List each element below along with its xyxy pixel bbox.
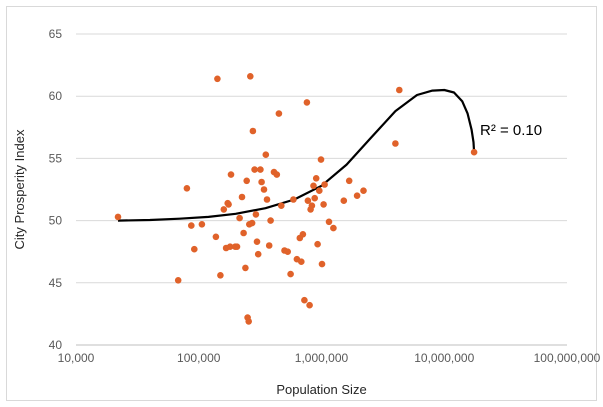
data-point [214, 76, 221, 83]
y-tick-label: 60 [49, 89, 63, 103]
data-point [184, 185, 191, 192]
data-point [321, 181, 328, 188]
data-point [301, 297, 308, 304]
data-point [392, 140, 399, 147]
x-tick-label: 1,000,000 [295, 351, 349, 365]
x-axis-title: Population Size [276, 382, 366, 397]
y-tick-label: 45 [49, 276, 63, 290]
data-point [242, 265, 249, 272]
data-point [471, 149, 478, 156]
data-point [314, 241, 321, 248]
data-point [258, 179, 265, 186]
x-tick-label: 10,000 [58, 351, 95, 365]
y-tick-label: 65 [49, 27, 63, 41]
data-point [274, 171, 281, 178]
data-point [255, 251, 262, 258]
y-axis-title: City Prosperity Index [12, 129, 27, 249]
data-point [341, 197, 348, 204]
data-point [360, 187, 367, 194]
data-point [254, 238, 261, 245]
data-point [250, 128, 257, 135]
data-point [300, 231, 307, 238]
data-point [247, 73, 254, 80]
data-point [278, 202, 285, 209]
data-point [236, 215, 243, 222]
data-point [266, 242, 273, 249]
r-squared-annotation: R² = 0.10 [480, 122, 542, 139]
data-point [115, 214, 122, 221]
x-tick-label: 100,000,000 [534, 351, 601, 365]
data-point [287, 271, 294, 278]
data-point [290, 196, 297, 203]
data-point [316, 187, 323, 194]
x-axis-ticks: 10,000 100,000 1,000,000 10,000,000 100,000,… [58, 351, 601, 365]
data-point [228, 171, 235, 178]
data-point [298, 258, 305, 265]
data-point [284, 248, 291, 255]
data-point [245, 318, 252, 325]
data-point [396, 87, 403, 94]
data-point [319, 261, 326, 268]
data-points [115, 73, 478, 325]
data-point [264, 196, 271, 203]
data-point [175, 277, 182, 284]
data-point [318, 156, 325, 163]
data-point [225, 201, 232, 208]
data-point [240, 230, 247, 237]
data-point [257, 166, 264, 173]
data-point [199, 221, 206, 228]
data-point [191, 246, 198, 253]
y-tick-label: 50 [49, 214, 63, 228]
data-point [354, 192, 361, 199]
data-point [309, 202, 316, 209]
data-point [311, 195, 318, 202]
data-point [320, 201, 327, 208]
data-point [221, 206, 228, 213]
data-point [330, 225, 337, 232]
data-point [249, 220, 256, 227]
data-point [261, 186, 268, 193]
data-point [213, 234, 220, 241]
data-point [239, 194, 246, 201]
y-tick-label: 55 [49, 151, 63, 165]
data-point [276, 110, 283, 117]
data-point [267, 217, 274, 224]
data-point [310, 183, 317, 190]
data-point [251, 166, 258, 173]
data-point [263, 151, 270, 158]
x-tick-label: 10,000,000 [414, 351, 474, 365]
data-point [313, 175, 320, 182]
data-point [346, 178, 353, 185]
data-point [234, 243, 241, 250]
data-point [253, 211, 260, 218]
data-point [217, 272, 224, 279]
data-point [326, 219, 333, 226]
data-point [188, 222, 195, 229]
y-tick-label: 40 [49, 338, 63, 352]
data-point [306, 302, 313, 309]
y-axis-ticks: 40 45 50 55 60 65 [49, 27, 63, 352]
data-point [304, 99, 311, 106]
data-point [243, 178, 250, 185]
x-tick-label: 100,000 [177, 351, 221, 365]
